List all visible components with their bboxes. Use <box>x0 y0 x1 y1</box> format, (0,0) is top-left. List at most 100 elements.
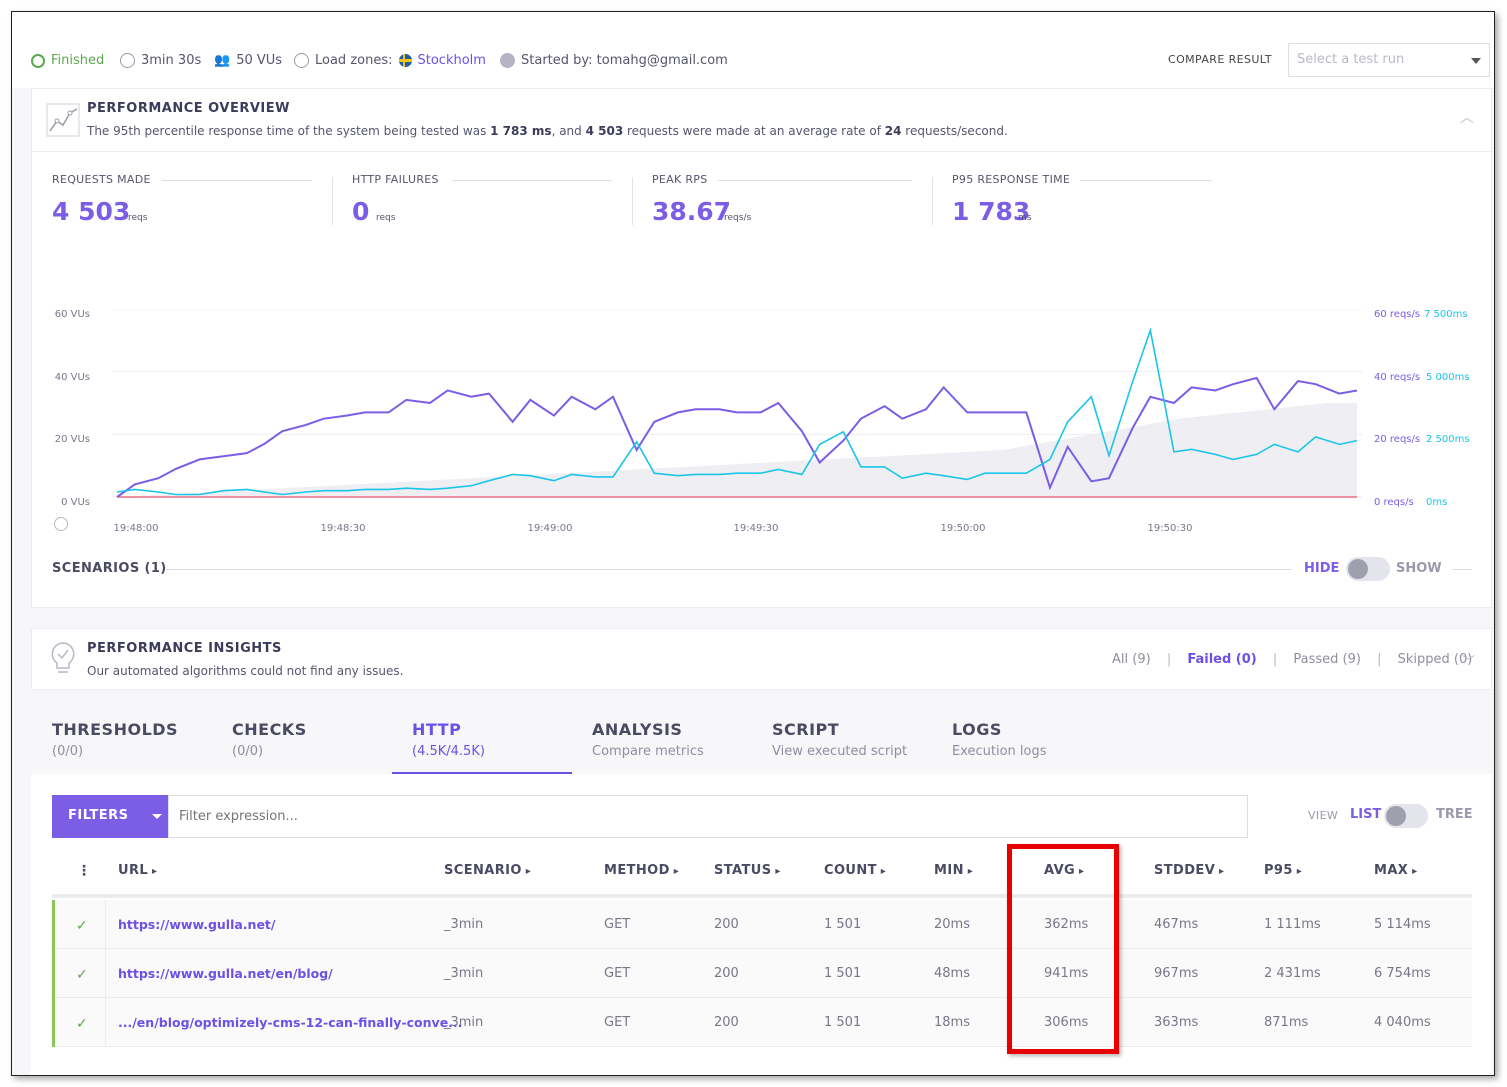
column-header-avg[interactable]: AVG <box>1044 863 1084 878</box>
list-view-label[interactable]: LIST <box>1350 807 1382 822</box>
toggle-knob <box>1386 806 1406 826</box>
row-status-accent <box>52 949 55 998</box>
column-header-count[interactable]: COUNT <box>824 863 886 878</box>
tab-subtitle: Execution logs <box>952 744 1047 759</box>
check-icon: ✓ <box>76 918 88 934</box>
cell-count: 1 501 <box>824 1015 862 1030</box>
column-header-scenario[interactable]: SCENARIO <box>444 863 531 878</box>
stat-p95-unit: ms <box>1018 213 1032 223</box>
compare-test-run-select[interactable]: Select a test run <box>1288 43 1490 77</box>
filter-all[interactable]: All (9) <box>1112 652 1151 667</box>
table-header-divider <box>52 894 1472 898</box>
hide-scenarios-label[interactable]: HIDE <box>1304 561 1340 576</box>
user-avatar-icon <box>500 53 515 68</box>
tab-title: SCRIPT <box>772 720 840 739</box>
cell-url[interactable]: .../en/blog/optimizely-cms-12-can-finall… <box>118 1015 463 1030</box>
status-finished: Finished <box>31 53 104 68</box>
toggle-knob <box>1348 559 1368 579</box>
load-zone-link[interactable]: Stockholm <box>417 53 486 68</box>
cell-method: GET <box>604 966 631 981</box>
check-icon: ✓ <box>76 967 88 983</box>
status-finished-label: Finished <box>51 53 105 68</box>
insights-subtitle: Our automated algorithms could not find … <box>87 664 404 678</box>
stat-line <box>162 180 312 181</box>
cell-url[interactable]: https://www.gulla.net/ <box>118 917 276 932</box>
column-menu-icon[interactable]: ⋮ <box>77 863 91 879</box>
overview-title: PERFORMANCE OVERVIEW <box>87 101 290 116</box>
row-separator <box>105 900 106 949</box>
sweden-flag-icon <box>398 54 412 67</box>
column-header-min[interactable]: MIN <box>934 863 973 878</box>
cell-count: 1 501 <box>824 917 862 932</box>
cell-stddev: 363ms <box>1154 1015 1199 1030</box>
table-row[interactable]: ✓ .../en/blog/optimizely-cms-12-can-fina… <box>52 998 1472 1047</box>
x-tick: 19:49:30 <box>733 523 779 534</box>
stat-divider <box>632 177 633 225</box>
x-tick: 19:50:00 <box>940 523 986 534</box>
filters-button[interactable]: FILTERS <box>52 795 168 838</box>
column-header-url[interactable]: URL <box>118 863 157 878</box>
x-tick: 19:48:00 <box>113 523 159 534</box>
collapse-chevron-icon[interactable]: ︿ <box>1460 110 1474 126</box>
insights-filters: All (9) | Failed (0) | Passed (9) | Skip… <box>1112 652 1473 667</box>
tab-title: THRESHOLDS <box>52 720 179 739</box>
row-status-accent <box>52 900 55 949</box>
expand-chevron-icon[interactable]: ﹀ <box>1462 655 1476 670</box>
stat-line <box>1080 180 1212 181</box>
tab-title: HTTP <box>412 720 462 739</box>
column-header-p95[interactable]: P95 <box>1264 863 1302 878</box>
cell-max: 4 040ms <box>1374 1015 1431 1030</box>
performance-chart <box>112 309 1362 498</box>
compare-select-placeholder: Select a test run <box>1297 52 1405 67</box>
y-right-rps-tick: 0 reqs/s <box>1374 497 1414 508</box>
column-header-method[interactable]: METHOD <box>604 863 679 878</box>
column-header-max[interactable]: MAX <box>1374 863 1418 878</box>
cell-stddev: 467ms <box>1154 917 1199 932</box>
column-header-status[interactable]: STATUS <box>714 863 781 878</box>
status-started-by: Started by: tomahg@gmail.com <box>500 53 728 68</box>
tab-subtitle: (0/0) <box>232 744 264 759</box>
x-tick: 19:49:00 <box>527 523 573 534</box>
scenarios-toggle[interactable] <box>1346 557 1390 581</box>
cell-avg: 306ms <box>1044 1015 1089 1030</box>
stat-line <box>452 180 612 181</box>
y-right-rps-tick: 60 reqs/s <box>1374 309 1421 320</box>
app-window: Finished 3min 30s 👥 50 VUs Load zones: S… <box>11 11 1495 1076</box>
row-status-accent <box>52 998 55 1047</box>
started-by-label: Started by: tomahg@gmail.com <box>521 53 728 68</box>
table-row[interactable]: ✓ https://www.gulla.net/ _3min GET 200 1… <box>52 900 1472 949</box>
lightbulb-icon <box>51 642 75 673</box>
rps-series-line <box>116 376 1358 498</box>
stat-p95-label: P95 RESPONSE TIME <box>952 173 1071 186</box>
load-zones-label: Load zones: <box>315 53 393 68</box>
view-label: VIEW <box>1308 809 1339 822</box>
filter-failed[interactable]: Failed (0) <box>1187 652 1257 667</box>
cell-p95: 2 431ms <box>1264 966 1321 981</box>
cell-status: 200 <box>714 917 739 932</box>
globe-icon <box>294 53 309 68</box>
view-mode-toggle[interactable] <box>1384 804 1428 828</box>
duration-label: 3min 30s <box>141 53 202 68</box>
cell-scenario: _3min <box>444 1015 484 1030</box>
y-right-ms-tick: 7 500ms <box>1424 309 1468 320</box>
y-right-ms-tick: 0ms <box>1426 497 1448 508</box>
filter-skipped[interactable]: Skipped (0) <box>1397 652 1473 667</box>
check-icon: ✓ <box>76 1016 88 1032</box>
tree-view-label[interactable]: TREE <box>1436 807 1473 822</box>
filter-passed[interactable]: Passed (9) <box>1293 652 1361 667</box>
table-row[interactable]: ✓ https://www.gulla.net/en/blog/ _3min G… <box>52 949 1472 998</box>
column-header-stddev[interactable]: STDDEV <box>1154 863 1224 878</box>
clock-icon <box>120 53 135 68</box>
filter-expression-input[interactable] <box>168 795 1248 838</box>
cell-min: 18ms <box>934 1015 970 1030</box>
show-scenarios-label[interactable]: SHOW <box>1396 561 1442 576</box>
compare-result-label: COMPARE RESULT <box>1168 53 1272 66</box>
stat-http-failures-value: 0 <box>352 197 370 226</box>
vus-area <box>117 403 1357 497</box>
cell-p95: 871ms <box>1264 1015 1309 1030</box>
cell-url[interactable]: https://www.gulla.net/en/blog/ <box>118 966 333 981</box>
performance-overview-card: PERFORMANCE OVERVIEW The 95th percentile… <box>31 88 1493 608</box>
scenarios-line <box>166 569 1292 570</box>
stat-requests-made-value: 4 503 <box>52 197 131 226</box>
cell-max: 5 114ms <box>1374 917 1431 932</box>
